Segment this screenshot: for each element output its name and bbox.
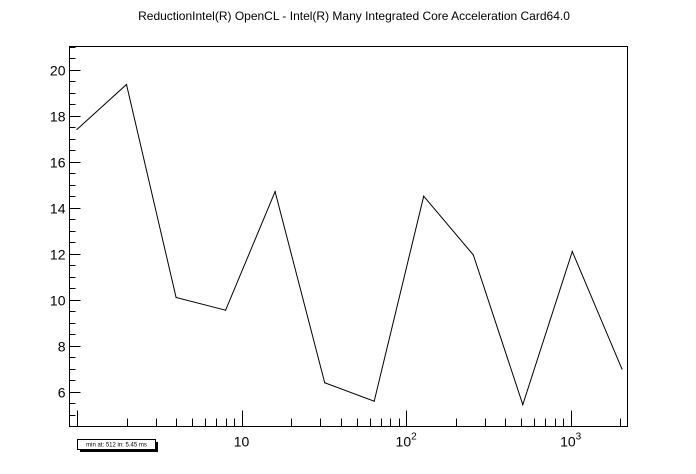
data-point: [76, 128, 78, 130]
y-tick-label: 14: [50, 201, 66, 217]
plot-frame: [69, 46, 628, 427]
x-axis: 10 102 103: [77, 410, 621, 450]
x-tick-label: 102: [396, 432, 418, 450]
y-tick-label: 18: [50, 109, 66, 125]
data-point: [324, 382, 326, 384]
data-point: [373, 400, 375, 402]
data-point: [621, 368, 623, 370]
y-tick-label: 8: [58, 339, 66, 355]
minimum-annotation: min at: 512 in: 5.45 ms: [77, 439, 158, 452]
series-group: [76, 83, 623, 407]
y-tick-label: 12: [50, 247, 66, 263]
x-tick-label: 10: [234, 434, 250, 450]
y-axis: 6 8 10 12 14 16 18 20: [50, 47, 81, 416]
y-tick-label: 6: [58, 385, 66, 401]
data-point: [125, 83, 128, 86]
data-point: [472, 254, 474, 256]
data-point: [522, 404, 524, 406]
data-point: [274, 191, 276, 193]
series-line: [76, 83, 623, 407]
x-tick-label: 103: [560, 432, 582, 450]
minimum-annotation-box: [77, 439, 156, 450]
data-point: [423, 195, 425, 197]
data-point: [175, 296, 177, 299]
minimum-annotation-text: min at: 512 in: 5.45 ms: [86, 443, 147, 449]
y-tick-label: 16: [50, 155, 66, 171]
y-tick-label: 20: [50, 63, 66, 79]
data-point: [225, 309, 227, 311]
chart-title: ReductionIntel(R) OpenCL - Intel(R) Many…: [138, 9, 570, 23]
data-point: [571, 250, 573, 253]
y-tick-label: 10: [50, 293, 66, 309]
